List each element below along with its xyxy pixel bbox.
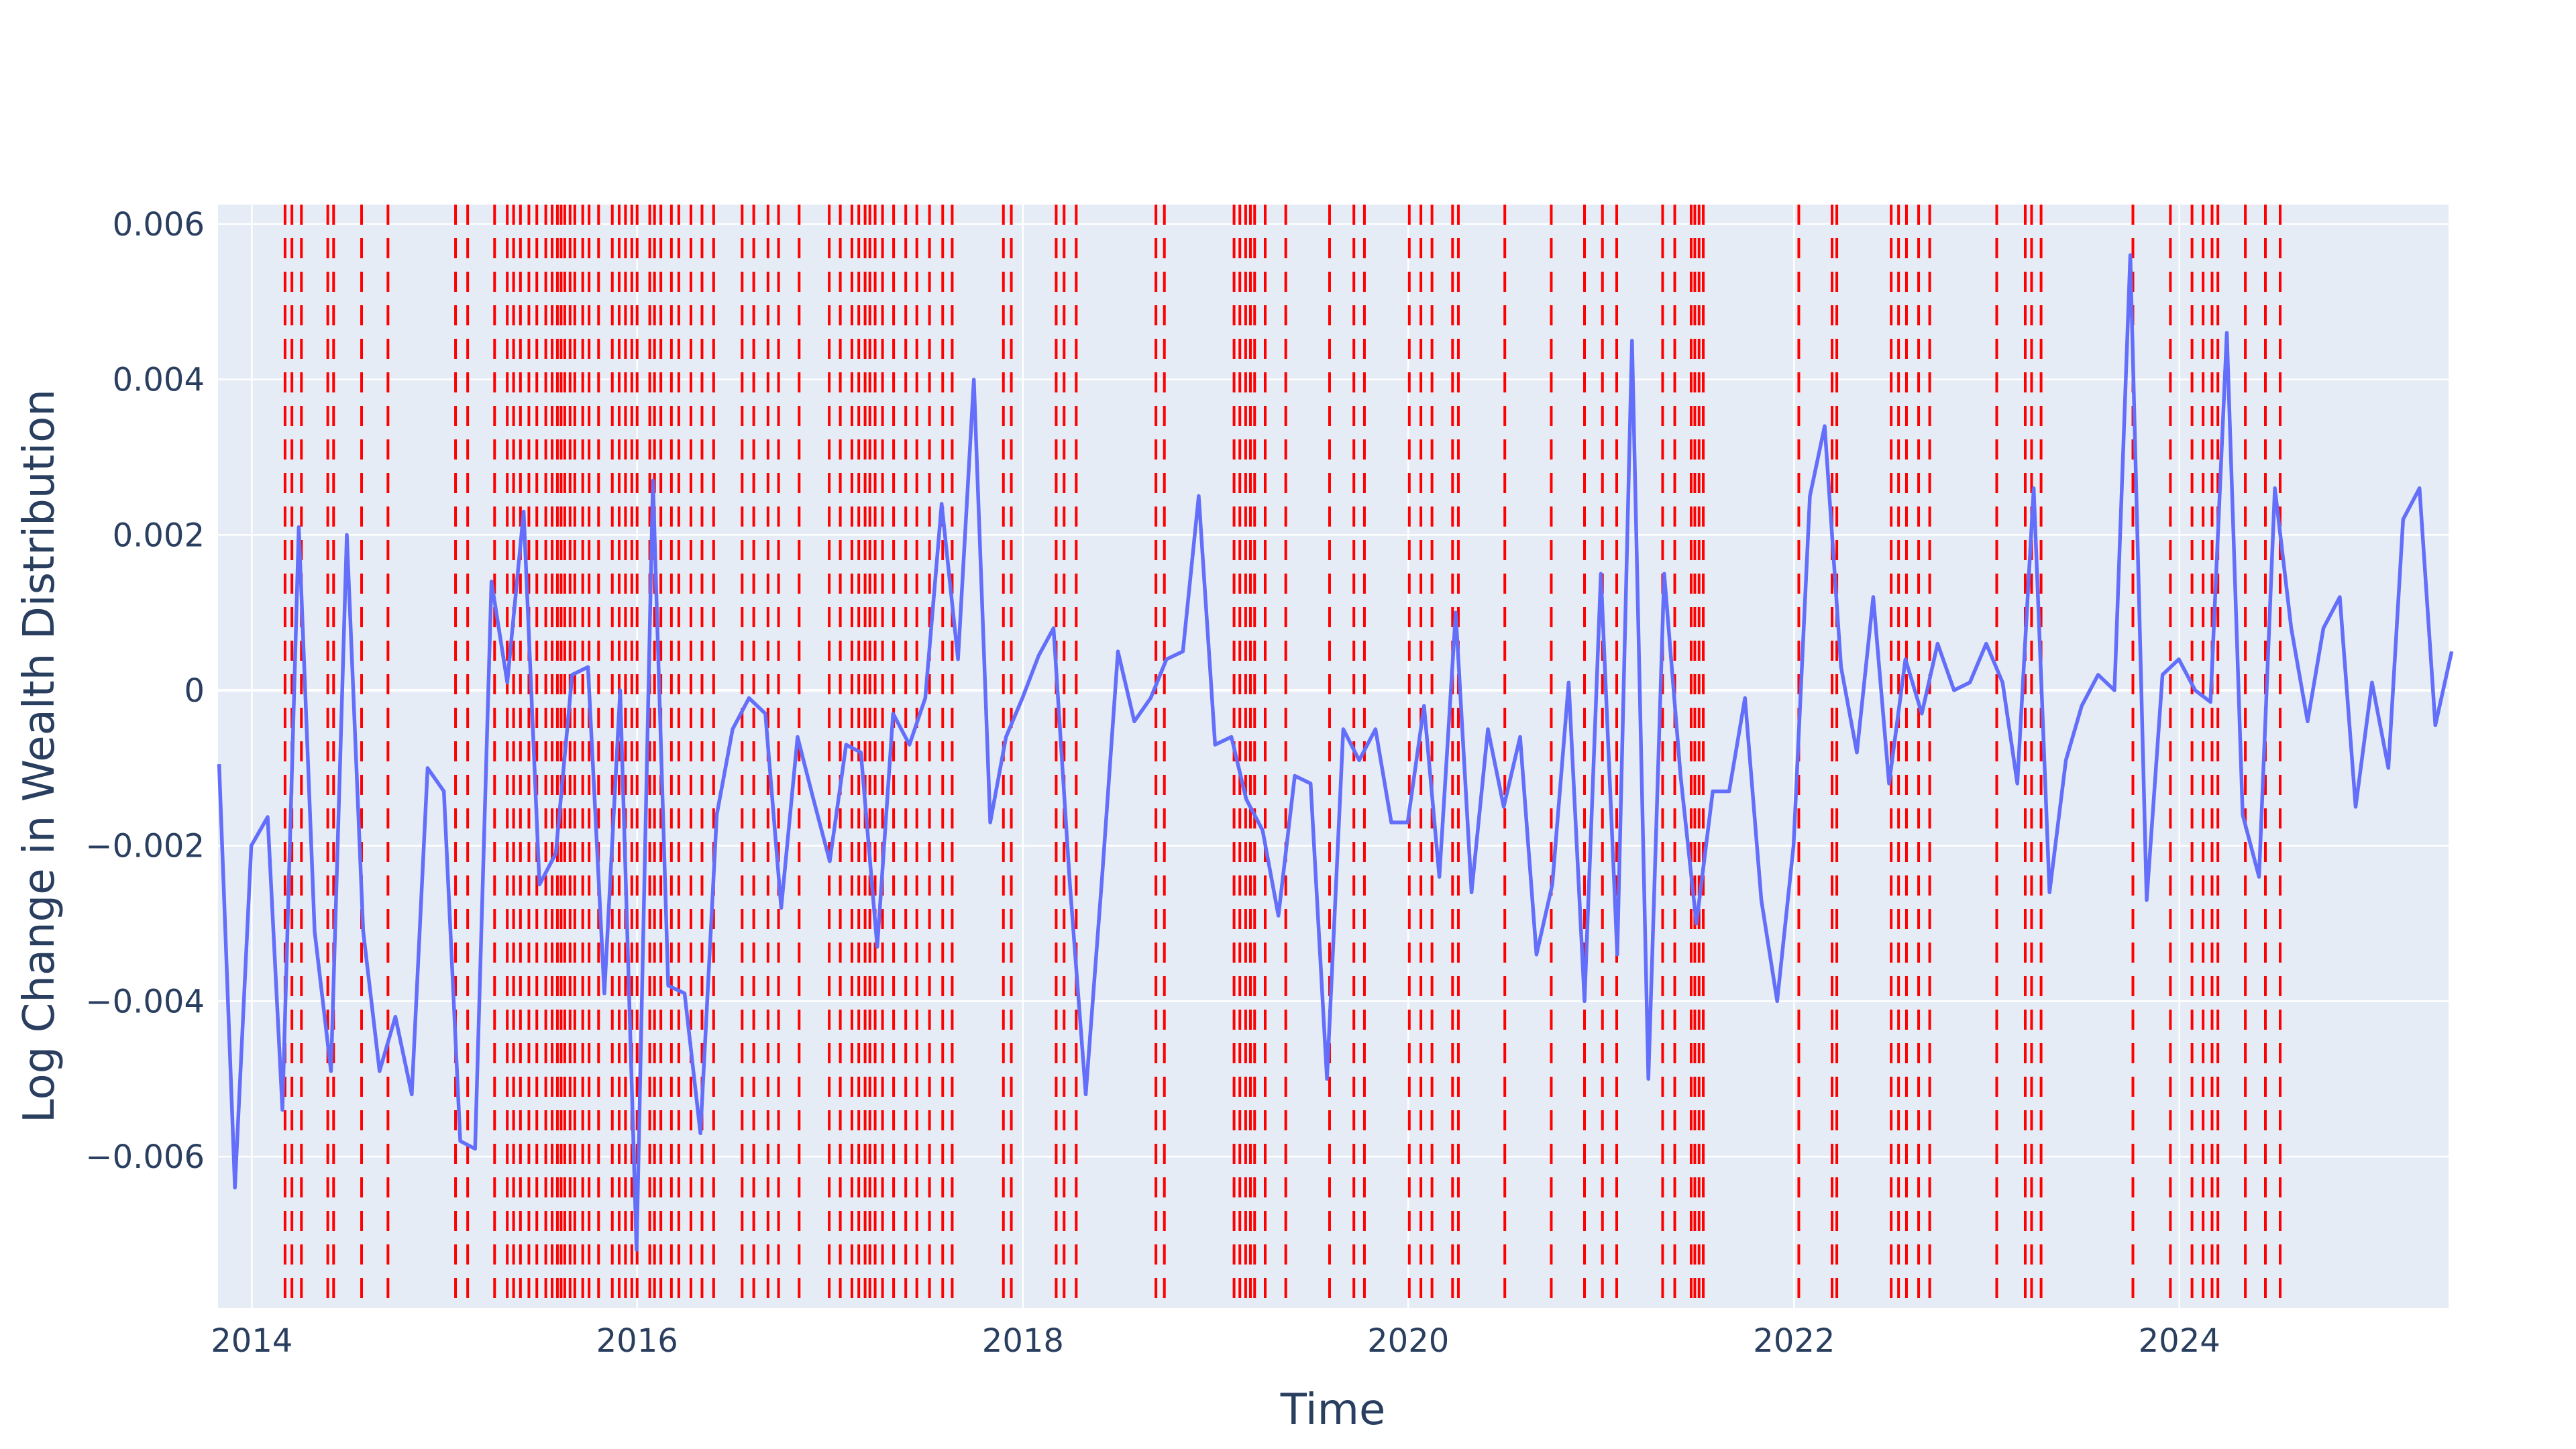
y-axis-ticks: 0.006 0.004 0.002 0 −0.002 −0.004 −0.006 bbox=[85, 206, 205, 1176]
y-tick-label: −0.002 bbox=[85, 828, 205, 865]
x-tick-label: 2022 bbox=[1753, 1322, 1835, 1360]
y-tick-label: −0.006 bbox=[85, 1138, 205, 1176]
x-axis-ticks: 2014 2016 2018 2020 2022 2024 bbox=[211, 1322, 2220, 1360]
series-line bbox=[217, 253, 2454, 1252]
x-tick-label: 2018 bbox=[982, 1322, 1064, 1360]
y-tick-label: 0.006 bbox=[113, 206, 205, 244]
y-tick-label: 0.002 bbox=[113, 517, 205, 554]
y-tick-label: 0.004 bbox=[113, 362, 205, 399]
x-tick-label: 2020 bbox=[1367, 1322, 1449, 1360]
x-tick-label: 2024 bbox=[2139, 1322, 2220, 1360]
event-lines bbox=[283, 205, 2282, 1308]
y-tick-label: −0.004 bbox=[85, 983, 205, 1020]
x-axis-title: Time bbox=[1280, 1385, 1386, 1435]
x-tick-label: 2016 bbox=[596, 1322, 678, 1360]
y-axis-title: Log Change in Wealth Distribution bbox=[15, 389, 64, 1123]
x-tick-label: 2014 bbox=[211, 1322, 292, 1360]
series-layer bbox=[217, 253, 2454, 1252]
y-tick-label: 0 bbox=[184, 672, 205, 710]
